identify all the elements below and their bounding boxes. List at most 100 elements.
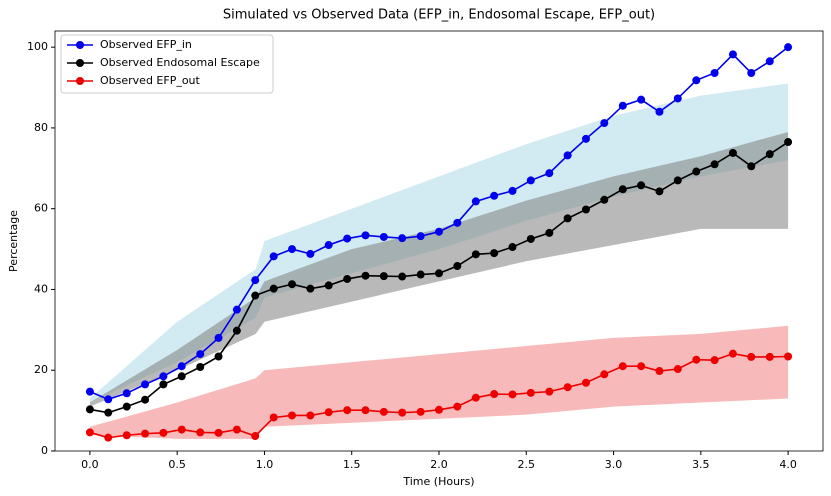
data-point	[141, 395, 150, 404]
data-point	[471, 393, 480, 402]
data-point	[618, 362, 627, 371]
data-point	[122, 402, 131, 411]
data-point	[545, 228, 554, 237]
data-point	[269, 413, 278, 422]
data-point	[692, 167, 701, 176]
data-point	[398, 408, 407, 417]
data-point	[637, 362, 646, 371]
x-tick-label: 2.0	[430, 458, 448, 471]
simulation-band	[89, 325, 789, 439]
data-point	[435, 227, 443, 236]
data-point	[692, 355, 701, 364]
data-point	[471, 250, 480, 259]
data-point	[306, 411, 315, 420]
x-tick-label: 2.5	[518, 458, 536, 471]
x-tick-label: 1.0	[256, 458, 274, 471]
data-point	[122, 389, 131, 398]
data-point	[104, 395, 113, 404]
x-tick-label: 0.0	[81, 458, 99, 471]
data-point	[343, 406, 352, 415]
data-point	[637, 95, 646, 104]
data-point	[526, 234, 535, 243]
data-point	[361, 271, 370, 280]
data-point	[784, 138, 793, 147]
data-point	[196, 350, 205, 359]
x-axis-label: Time (Hours)	[402, 475, 474, 488]
data-point	[508, 186, 517, 195]
data-point	[765, 352, 774, 361]
data-point	[563, 383, 572, 392]
data-point	[471, 197, 480, 206]
data-point	[288, 411, 297, 420]
data-point	[545, 169, 554, 178]
data-point	[453, 262, 462, 271]
data-point	[435, 269, 443, 278]
y-tick-label: 0	[41, 444, 48, 457]
plot-frame	[54, 30, 824, 452]
y-axis-label: Percentage	[7, 210, 20, 272]
y-tick-label: 40	[34, 282, 48, 295]
data-point	[379, 407, 388, 416]
data-point	[710, 69, 719, 77]
data-point	[324, 241, 333, 250]
data-point	[728, 148, 737, 157]
data-point	[490, 191, 499, 200]
data-point	[453, 402, 462, 411]
data-point	[618, 185, 627, 194]
data-point	[692, 76, 701, 85]
data-point	[324, 281, 333, 290]
data-point	[416, 232, 425, 241]
y-tick-label: 60	[34, 202, 48, 215]
x-tick-label: 4.0	[779, 458, 797, 471]
data-point	[747, 352, 756, 361]
data-point	[765, 150, 774, 159]
data-point	[600, 119, 609, 128]
data-point	[398, 234, 407, 243]
x-tick-label: 3.0	[605, 458, 623, 471]
data-point	[306, 284, 315, 293]
x-tick-label: 0.5	[168, 458, 186, 471]
data-point	[710, 356, 719, 365]
data-point	[728, 349, 737, 358]
data-point	[324, 408, 333, 417]
data-point	[581, 378, 590, 387]
data-point	[251, 291, 260, 300]
data-point	[343, 234, 352, 243]
data-point	[600, 370, 609, 379]
data-point	[765, 57, 774, 66]
legend-box	[60, 34, 274, 94]
data-point	[232, 305, 241, 314]
data-point	[673, 94, 682, 103]
data-point	[159, 380, 168, 389]
data-point	[177, 425, 186, 434]
data-point	[655, 107, 664, 116]
data-point	[435, 405, 443, 414]
data-point	[581, 134, 590, 143]
data-point	[361, 231, 370, 240]
data-point	[655, 367, 664, 376]
data-point	[177, 362, 186, 371]
data-point	[288, 280, 297, 289]
y-tick-label: 80	[34, 121, 48, 134]
data-point	[361, 406, 370, 415]
data-point	[306, 249, 315, 258]
data-point	[600, 195, 609, 204]
data-point	[398, 272, 407, 281]
data-point	[784, 352, 793, 361]
data-point	[508, 390, 517, 399]
data-point	[141, 429, 150, 438]
data-point	[85, 428, 94, 437]
data-point	[655, 187, 664, 196]
data-point	[581, 205, 590, 214]
data-point	[508, 243, 517, 252]
data-point	[232, 326, 241, 335]
legend-label: Observed Endosomal Escape	[100, 56, 260, 69]
data-point	[196, 428, 205, 437]
data-point	[728, 50, 737, 59]
data-point	[104, 433, 113, 442]
data-point	[85, 387, 94, 396]
data-point	[159, 428, 168, 437]
data-point	[545, 387, 554, 396]
data-point	[269, 284, 278, 293]
data-point	[747, 69, 756, 77]
